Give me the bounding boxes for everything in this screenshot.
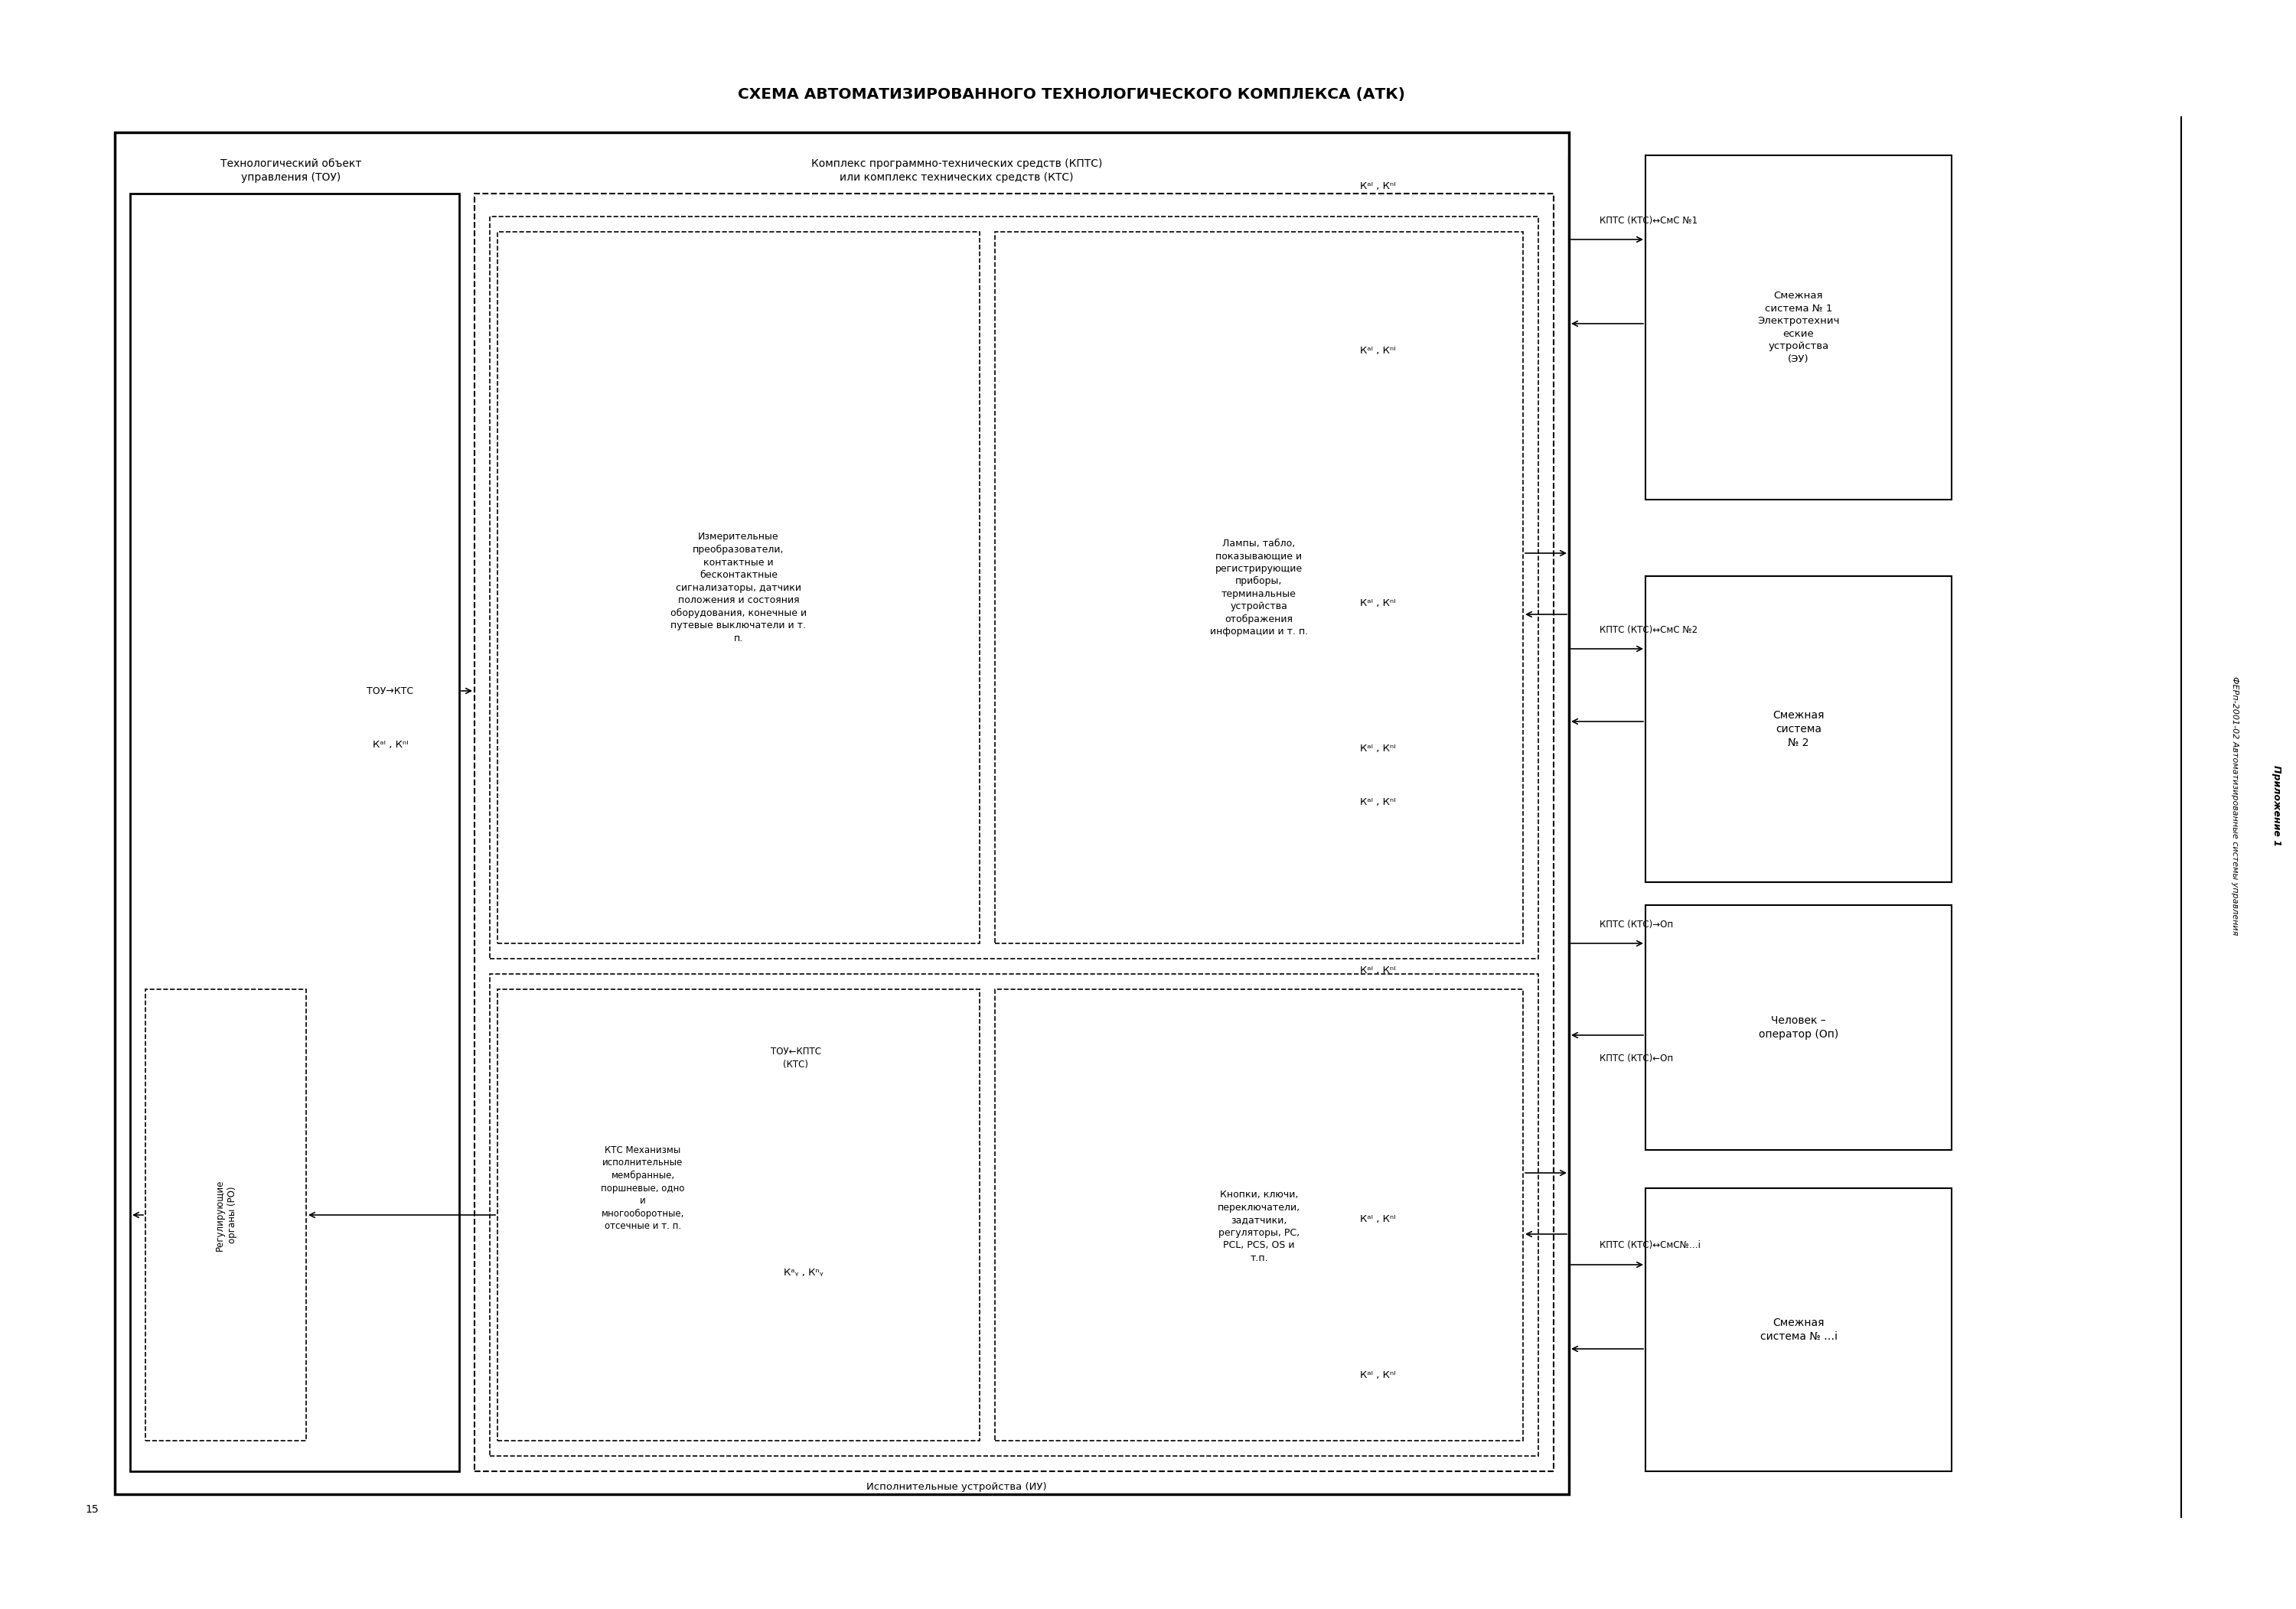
Text: ТОУ→КТС: ТОУ→КТС — [367, 685, 413, 695]
Text: Кᵃᴵ , Кⁿᴵ: Кᵃᴵ , Кⁿᴵ — [1359, 743, 1396, 753]
Text: Кᵃᴵ , Кⁿᴵ: Кᵃᴵ , Кⁿᴵ — [1359, 965, 1396, 975]
Bar — [475, 193, 1554, 1471]
Bar — [1646, 156, 1952, 500]
Bar — [489, 217, 1538, 959]
Bar — [1646, 576, 1952, 882]
Text: Человек –
оператор (Оп): Человек – оператор (Оп) — [1759, 1015, 1839, 1039]
Text: Лампы, табло,
показывающие и
регистрирующие
приборы,
терминальные
устройства
ото: Лампы, табло, показывающие и регистрирую… — [1210, 539, 1309, 637]
Bar — [994, 990, 1522, 1440]
Bar — [994, 232, 1522, 943]
Text: СХЕМА АВТОМАТИЗИРОВАННОГО ТЕХНОЛОГИЧЕСКОГО КОМПЛЕКСА (АТК): СХЕМА АВТОМАТИЗИРОВАННОГО ТЕХНОЛОГИЧЕСКО… — [737, 87, 1405, 101]
Text: Кᵃᴵ , Кⁿᴵ: Кᵃᴵ , Кⁿᴵ — [1359, 346, 1396, 356]
Text: Кᵃᴵ , Кⁿᴵ: Кᵃᴵ , Кⁿᴵ — [372, 740, 409, 750]
Text: Измерительные
преобразователи,
контактные и
бесконтактные
сигнализаторы, датчики: Измерительные преобразователи, контактны… — [670, 533, 806, 644]
Text: Комплекс программно-технических средств (КПТС)
или комплекс технических средств : Комплекс программно-технических средств … — [810, 158, 1102, 183]
Text: Смежная
система № …i: Смежная система № …i — [1759, 1318, 1837, 1342]
Bar — [1646, 906, 1952, 1150]
Bar — [145, 990, 305, 1440]
Text: Кᵃᴵ , Кⁿᴵ: Кᵃᴵ , Кⁿᴵ — [1359, 180, 1396, 191]
Text: Кᵃᴵ , Кⁿᴵ: Кᵃᴵ , Кⁿᴵ — [1359, 1371, 1396, 1381]
Bar — [498, 232, 980, 943]
Text: Кᵃᴵ , Кⁿᴵ: Кᵃᴵ , Кⁿᴵ — [1359, 796, 1396, 806]
Text: КПТС (КТС)↔СмС№…i: КПТС (КТС)↔СмС№…i — [1600, 1241, 1701, 1250]
Text: КПТС (КТС)←Оп: КПТС (КТС)←Оп — [1600, 1054, 1674, 1064]
Text: КПТС (КТС)↔СмС №2: КПТС (КТС)↔СмС №2 — [1600, 624, 1697, 634]
Text: КПТС (КТС)→Оп: КПТС (КТС)→Оп — [1600, 919, 1674, 930]
Text: 15: 15 — [85, 1504, 99, 1516]
Text: Смежная
система № 1
Электротехнич
еские
устройства
(ЭУ): Смежная система № 1 Электротехнич еские … — [1756, 291, 1839, 364]
Text: Смежная
система
№ 2: Смежная система № 2 — [1773, 710, 1825, 748]
Bar — [498, 990, 980, 1440]
Text: Кнопки, ключи,
переключатели,
задатчики,
регуляторы, РС,
PCL, PCS, OS и
т.п.: Кнопки, ключи, переключатели, задатчики,… — [1217, 1191, 1300, 1263]
Bar — [131, 193, 459, 1471]
Text: Кᵃᴵ , Кⁿᴵ: Кᵃᴵ , Кⁿᴵ — [1359, 1213, 1396, 1224]
Bar — [489, 973, 1538, 1456]
Bar — [115, 132, 1568, 1495]
Text: Кᵃᵧ , Кⁿᵧ: Кᵃᵧ , Кⁿᵧ — [783, 1268, 824, 1278]
Text: КПТС (КТС)↔СмС №1: КПТС (КТС)↔СмС №1 — [1600, 216, 1697, 225]
Text: Исполнительные устройства (ИУ): Исполнительные устройства (ИУ) — [866, 1482, 1047, 1492]
Text: Технологический объект
управления (ТОУ): Технологический объект управления (ТОУ) — [220, 158, 360, 183]
Text: ТОУ←КПТС
(КТС): ТОУ←КПТС (КТС) — [771, 1047, 822, 1070]
Text: Приложение 1: Приложение 1 — [2271, 766, 2282, 846]
Text: Регулирующие
органы (РО): Регулирующие органы (РО) — [216, 1179, 236, 1250]
Bar — [1646, 1187, 1952, 1471]
Text: Кᵃᴵ , Кⁿᴵ: Кᵃᴵ , Кⁿᴵ — [1359, 599, 1396, 608]
Text: ФЕРп-2001-02 Автоматизированные системы управления: ФЕРп-2001-02 Автоматизированные системы … — [2232, 676, 2239, 935]
Text: КТС Механизмы
исполнительные
мембранные,
поршневые, одно
и
многооборотные,
отсеч: КТС Механизмы исполнительные мембранные,… — [602, 1146, 684, 1231]
